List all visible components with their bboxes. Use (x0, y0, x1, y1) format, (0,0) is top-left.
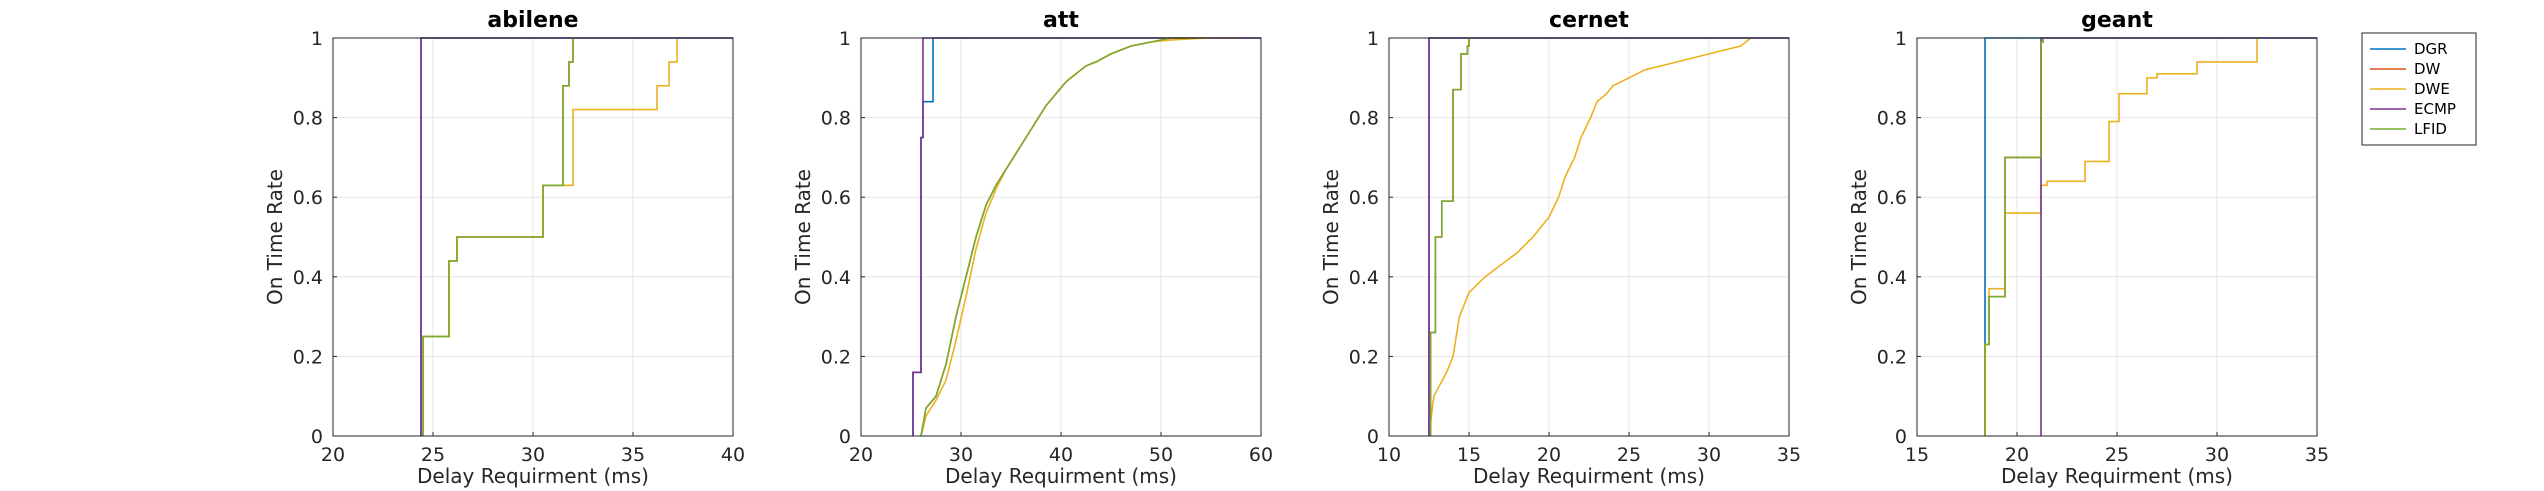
x-tick-label: 30 (2205, 444, 2229, 466)
y-tick-label: 0.4 (1877, 267, 1907, 289)
x-tick-label: 60 (1249, 444, 1273, 466)
legend-item-dwe: DWE (2370, 80, 2450, 98)
subplot-geant: 15 20 25 30 35 0 0.2 0.4 0.6 0.8 1 geant Delay Requi… (1847, 8, 2329, 488)
y-tick-label: 1 (839, 28, 851, 50)
x-tick-label: 25 (1617, 444, 1641, 466)
chart-title: cernet (1549, 8, 1629, 33)
legend-label: DGR (2414, 40, 2448, 58)
y-tick-label: 0.8 (1877, 108, 1907, 130)
x-tick-label: 20 (849, 444, 873, 466)
legend-label: DWE (2414, 80, 2450, 98)
subplot-att: 20 30 40 50 60 0 0.2 0.4 0.6 0.8 1 att Delay Requirm… (791, 8, 1273, 488)
x-axis-label: Delay Requirment (ms) (2001, 464, 2233, 488)
subplots: 20 25 30 35 40 0 0.2 0.4 0.6 0.8 1 abilene Delay Req… (263, 8, 2329, 488)
series-line-dwe (1428, 37, 1752, 437)
y-tick-label: 0.4 (1349, 267, 1379, 289)
plot-area (1389, 38, 1789, 436)
legend-label: DW (2414, 60, 2441, 78)
chart-title: geant (2081, 8, 2153, 33)
y-tick-label: 0.8 (293, 108, 323, 130)
series-line-lfid (1429, 38, 1470, 436)
x-tick-label: 30 (949, 444, 973, 466)
y-tick-label: 0.4 (821, 267, 851, 289)
y-tick-label: 0.2 (293, 346, 323, 368)
x-tick-label: 35 (1777, 444, 1801, 466)
y-tick-label: 0.2 (1877, 346, 1907, 368)
x-tick-label: 15 (1905, 444, 1929, 466)
series-line-lfid (1984, 38, 2044, 436)
y-tick-label: 0.2 (821, 346, 851, 368)
y-tick-label: 0.6 (1877, 187, 1907, 209)
series-line-lfid (422, 38, 574, 436)
y-tick-label: 0.6 (293, 187, 323, 209)
y-axis-label: On Time Rate (1319, 169, 1343, 305)
x-tick-label: 20 (1537, 444, 1561, 466)
x-tick-label: 20 (2005, 444, 2029, 466)
x-tick-label: 15 (1457, 444, 1481, 466)
subplot-abilene: 20 25 30 35 40 0 0.2 0.4 0.6 0.8 1 abilene Delay Req… (263, 8, 745, 488)
y-tick-label: 0 (1895, 426, 1907, 448)
x-tick-label: 30 (1697, 444, 1721, 466)
x-axis-label: Delay Requirment (ms) (1473, 464, 1705, 488)
subplot-cernet: 10 15 20 25 30 35 0 0.2 0.4 0.6 0.8 1 cernet Delay Re… (1319, 8, 1801, 488)
x-tick-label: 10 (1377, 444, 1401, 466)
y-tick-label: 1 (311, 28, 323, 50)
y-tick-label: 0.8 (821, 108, 851, 130)
chart-title: att (1043, 8, 1079, 33)
y-tick-label: 1 (1895, 28, 1907, 50)
legend-item-lfid: LFID (2370, 120, 2447, 138)
y-axis-label: On Time Rate (263, 169, 287, 305)
y-tick-label: 0.2 (1349, 346, 1379, 368)
x-axis-label: Delay Requirment (ms) (417, 464, 649, 488)
x-tick-label: 40 (721, 444, 745, 466)
legend-item-ecmp: ECMP (2370, 100, 2456, 118)
x-tick-label: 25 (2105, 444, 2129, 466)
series-line-lfid (920, 37, 1211, 437)
x-tick-label: 50 (1149, 444, 1173, 466)
legend-item-dw: DW (2370, 60, 2441, 78)
x-tick-label: 30 (521, 444, 545, 466)
y-tick-label: 0.6 (1349, 187, 1379, 209)
legend-label: ECMP (2414, 100, 2456, 118)
x-tick-label: 40 (1049, 444, 1073, 466)
chart-title: abilene (487, 8, 578, 33)
y-tick-label: 0 (1367, 426, 1379, 448)
series-line-dwe (1984, 38, 2258, 436)
y-tick-label: 0 (839, 426, 851, 448)
x-tick-label: 20 (321, 444, 345, 466)
legend: DGR DW DWE ECMP LFID (2361, 32, 2477, 146)
x-tick-label: 35 (2305, 444, 2329, 466)
x-axis-label: Delay Requirment (ms) (945, 464, 1177, 488)
y-tick-label: 0 (311, 426, 323, 448)
legend-label: LFID (2414, 120, 2447, 138)
x-tick-label: 35 (621, 444, 645, 466)
y-tick-label: 0.6 (821, 187, 851, 209)
y-axis-label: On Time Rate (1847, 169, 1871, 305)
x-tick-label: 25 (421, 444, 445, 466)
y-tick-label: 0.8 (1349, 108, 1379, 130)
axes-box (1388, 37, 1790, 437)
y-axis-label: On Time Rate (791, 169, 815, 305)
legend-item-dgr: DGR (2370, 40, 2448, 58)
y-tick-label: 1 (1367, 28, 1379, 50)
y-tick-label: 0.4 (293, 267, 323, 289)
